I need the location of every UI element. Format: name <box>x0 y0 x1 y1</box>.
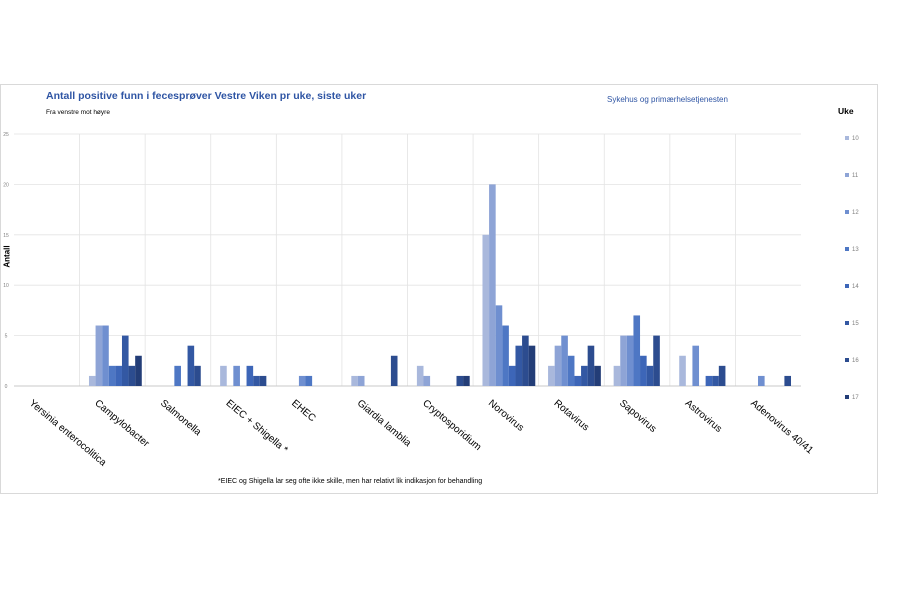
bar-campylobacter-uke-16 <box>128 365 136 386</box>
bar-sapovirus-uke-11 <box>620 335 627 386</box>
bar-astrovirus-uke-16 <box>718 365 726 386</box>
bar-norovirus-uke-11 <box>489 184 496 386</box>
chart-subtitle: Fra venstre mot høyre <box>46 109 110 116</box>
bar-campylobacter-uke-14 <box>115 365 122 386</box>
x-category-label: Norovirus <box>486 398 526 434</box>
bar-norovirus-uke-10 <box>482 234 490 386</box>
legend-swatch-uke-10 <box>845 136 849 140</box>
x-category-label: Cryptosporidium <box>420 398 483 453</box>
bar-eiec-shigella-uke-14 <box>246 365 254 386</box>
y-tick-label: 5 <box>5 334 8 340</box>
bar-campylobacter-uke-13 <box>108 365 116 386</box>
bar-salmonella-uke-16 <box>194 365 201 386</box>
x-category-label: Adenovirus 40/41 <box>748 398 815 457</box>
bar-ehec-uke-12 <box>298 375 306 386</box>
legend-label-uke-15: 15 <box>852 321 859 327</box>
legend-swatch-uke-13 <box>845 247 849 251</box>
bar-cryptosporidium-uke-17 <box>463 375 470 386</box>
bar-sapovirus-uke-13 <box>633 315 641 386</box>
bar-cryptosporidium-uke-10 <box>416 365 424 386</box>
footnote: *EIEC og Shigella lar seg ofte ikke skil… <box>218 478 483 485</box>
bar-campylobacter-uke-12 <box>102 325 109 386</box>
bar-rotavirus-uke-10 <box>548 365 555 386</box>
chart-source: Sykehus og primærhelsetjenesten <box>607 95 728 104</box>
legend-swatch-uke-12 <box>845 210 849 214</box>
bar-campylobacter-uke-15 <box>121 335 129 386</box>
bar-norovirus-uke-16 <box>522 335 529 386</box>
legend-label-uke-14: 14 <box>852 284 859 290</box>
bar-rotavirus-uke-17 <box>594 365 601 386</box>
bar-ehec-uke-13 <box>305 375 313 386</box>
legend-swatch-uke-16 <box>845 358 849 362</box>
legend-label-uke-12: 12 <box>852 210 859 216</box>
bar-salmonella-uke-13 <box>174 365 181 386</box>
x-category-label: EIEC + Shigella * <box>224 398 290 456</box>
bar-norovirus-uke-14 <box>508 365 516 386</box>
legend-swatch-uke-15 <box>845 321 849 325</box>
bar-adenovirus-40-41-uke-16 <box>784 375 792 386</box>
bar-sapovirus-uke-15 <box>646 365 654 386</box>
x-category-label: Rotavirus <box>552 398 591 434</box>
bar-norovirus-uke-17 <box>528 345 536 386</box>
bar-norovirus-uke-15 <box>515 345 523 386</box>
bar-rotavirus-uke-12 <box>561 335 568 386</box>
bar-sapovirus-uke-10 <box>613 365 621 386</box>
bar-rotavirus-uke-16 <box>587 345 595 386</box>
y-tick-label: 25 <box>3 132 9 138</box>
bar-sapovirus-uke-12 <box>626 335 634 386</box>
y-tick-label: 0 <box>5 384 8 390</box>
x-category-label: Salmonella <box>158 398 203 439</box>
legend-label-uke-16: 16 <box>852 358 859 364</box>
chart-frame <box>0 84 878 494</box>
bar-giardia-lamblia-uke-10 <box>351 375 358 386</box>
x-category-label: Campylobacter <box>92 398 151 450</box>
bar-eiec-shigella-uke-10 <box>220 365 227 386</box>
bar-giardia-lamblia-uke-11 <box>357 375 365 386</box>
y-tick-label: 10 <box>3 283 9 289</box>
chart-title: Antall positive funn i fecesprøver Vestr… <box>46 90 367 102</box>
bar-norovirus-uke-13 <box>502 325 509 386</box>
legend-swatch-uke-14 <box>845 284 849 288</box>
legend-label-uke-17: 17 <box>852 395 859 401</box>
legend-swatch-uke-11 <box>845 173 849 177</box>
bar-astrovirus-uke-15 <box>712 375 719 386</box>
bar-cryptosporidium-uke-11 <box>423 375 431 386</box>
bar-rotavirus-uke-13 <box>567 355 575 386</box>
legend-swatch-uke-17 <box>845 395 849 399</box>
y-tick-label: 20 <box>3 182 9 188</box>
bar-eiec-shigella-uke-15 <box>253 375 260 386</box>
bar-rotavirus-uke-14 <box>574 375 582 386</box>
bar-campylobacter-uke-17 <box>135 355 142 386</box>
bar-sapovirus-uke-14 <box>640 355 647 386</box>
bar-cryptosporidium-uke-16 <box>456 375 464 386</box>
legend-label-uke-11: 11 <box>852 173 859 179</box>
y-tick-label: 15 <box>3 233 9 239</box>
bar-giardia-lamblia-uke-16 <box>390 355 398 386</box>
bar-astrovirus-uke-14 <box>705 375 713 386</box>
legend-label-uke-13: 13 <box>852 247 859 253</box>
bar-astrovirus-uke-10 <box>679 355 686 386</box>
bar-eiec-shigella-uke-12 <box>233 365 240 386</box>
bar-norovirus-uke-12 <box>495 305 503 386</box>
bar-eiec-shigella-uke-16 <box>259 375 267 386</box>
bar-rotavirus-uke-15 <box>581 365 588 386</box>
x-category-label: Sapovirus <box>617 398 658 435</box>
bar-campylobacter-uke-11 <box>95 325 103 386</box>
bar-campylobacter-uke-10 <box>88 375 96 386</box>
bar-adenovirus-40-41-uke-12 <box>758 375 765 386</box>
x-category-label: Astrovirus <box>683 398 724 435</box>
legend-label-uke-10: 10 <box>852 136 859 142</box>
bar-salmonella-uke-15 <box>187 345 195 386</box>
bar-sapovirus-uke-16 <box>653 335 660 386</box>
x-category-label: Giardia lamblia <box>355 398 413 450</box>
bar-rotavirus-uke-11 <box>554 345 562 386</box>
bar-astrovirus-uke-12 <box>692 345 700 386</box>
x-category-label: EHEC <box>289 398 317 424</box>
legend-title: Uke <box>838 106 854 116</box>
